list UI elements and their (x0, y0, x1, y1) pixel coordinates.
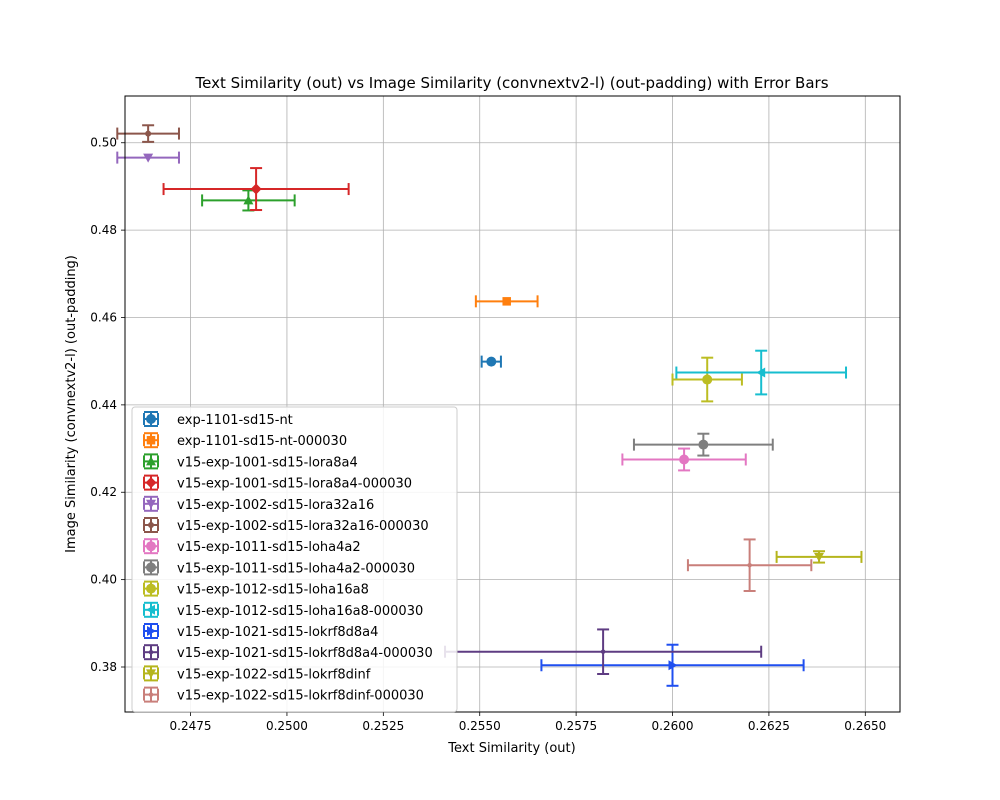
series-point-group (162, 167, 350, 212)
legend-marker (146, 435, 156, 445)
series-point-group (686, 538, 813, 592)
y-tick-label: 0.50 (90, 136, 117, 150)
data-point (756, 367, 766, 378)
legend-label: v15-exp-1002-sd15-lora32a16 (177, 498, 374, 513)
y-tick-label: 0.38 (90, 660, 117, 674)
legend-marker (148, 649, 154, 655)
data-point (747, 562, 752, 568)
legend-label: exp-1101-sd15-nt (177, 413, 293, 428)
legend-label: exp-1101-sd15-nt-000030 (177, 434, 347, 449)
x-tick-label: 0.2650 (844, 719, 886, 733)
legend-label: v15-exp-1022-sd15-lokrf8dinf-000030 (177, 689, 424, 704)
series-point-group (116, 151, 180, 164)
legend-marker (145, 477, 157, 489)
legend-marker (146, 583, 156, 594)
y-tick-label: 0.48 (90, 223, 117, 237)
series-point-group (480, 355, 502, 368)
legend-entry: v15-exp-1002-sd15-lora32a16-000030 (143, 517, 429, 534)
legend-entry: v15-exp-1001-sd15-lora8a4-000030 (143, 474, 412, 492)
legend-entry: exp-1101-sd15-nt-000030 (143, 432, 347, 449)
legend-entry: v15-exp-1001-sd15-lora8a4 (143, 453, 358, 470)
data-point (143, 153, 154, 163)
legend-marker (146, 499, 156, 509)
legend-label: v15-exp-1011-sd15-loha4a2-000030 (177, 561, 415, 576)
y-tick-label: 0.46 (90, 310, 117, 324)
legend-entry: v15-exp-1012-sd15-loha16a8-000030 (143, 601, 423, 619)
data-series (116, 124, 863, 687)
series-point-group (775, 550, 863, 564)
series-point-group (116, 124, 180, 143)
data-point (502, 297, 511, 306)
legend-entry: v15-exp-1021-sd15-lokrf8d8a4-000030 (143, 644, 433, 661)
legend-entry: exp-1101-sd15-nt (143, 411, 293, 428)
series-point-group (632, 432, 774, 457)
legend-label: v15-exp-1021-sd15-lokrf8d8a4-000030 (177, 646, 433, 661)
legend-marker (146, 414, 156, 424)
data-point (679, 454, 690, 465)
series-point-group (621, 447, 747, 472)
legend-label: v15-exp-1001-sd15-lora8a4 (177, 455, 358, 470)
data-point (145, 130, 152, 137)
legend-label: v15-exp-1002-sd15-lora32a16-000030 (177, 519, 429, 534)
series-point-group (540, 643, 805, 687)
y-tick-label: 0.42 (90, 485, 117, 499)
legend-marker (146, 669, 156, 679)
legend-marker (148, 692, 154, 697)
series-point-group (474, 295, 539, 308)
x-tick-label: 0.2575 (555, 719, 597, 733)
x-tick-label: 0.2500 (266, 719, 308, 733)
legend-entry: v15-exp-1002-sd15-lora32a16 (143, 495, 374, 513)
axis-ticks: 0.2475 0.2500 0.2525 0.2550 0.2575 0.2600 0.26… (90, 136, 886, 733)
data-point (702, 374, 713, 385)
legend-marker (147, 626, 156, 636)
y-tick-label: 0.40 (90, 573, 117, 587)
y-axis-label: Image Similarity (convnextv2-l) (out-pad… (64, 255, 79, 553)
legend-box (131, 406, 458, 713)
chart-title: Text Similarity (out) vs Image Similarit… (194, 74, 828, 92)
x-tick-label: 0.2475 (170, 719, 212, 733)
legend-label: v15-exp-1021-sd15-lokrf8d8a4 (177, 625, 378, 640)
legend-marker (148, 522, 154, 528)
legend-entry: v15-exp-1022-sd15-lokrf8dinf (143, 665, 371, 682)
legend-marker (146, 456, 156, 466)
plot-frame (124, 95, 901, 713)
legend-entry: v15-exp-1011-sd15-loha4a2-000030 (143, 559, 415, 576)
legend-label: v15-exp-1001-sd15-lora8a4-000030 (177, 477, 412, 492)
legend-entry: v15-exp-1012-sd15-loha16a8 (143, 580, 369, 598)
legend-label: v15-exp-1022-sd15-lokrf8dinf (177, 667, 371, 682)
x-tick-label: 0.2625 (748, 719, 790, 733)
legend-label: v15-exp-1012-sd15-loha16a8-000030 (177, 604, 423, 619)
series-point-group (444, 628, 763, 675)
x-tick-label: 0.2525 (362, 719, 404, 733)
data-point (486, 356, 497, 367)
legend-marker (146, 562, 156, 573)
legend-marker (146, 604, 155, 615)
x-axis-label: Text Similarity (out) (447, 741, 575, 756)
x-tick-label: 0.2550 (459, 719, 501, 733)
series-point-group (671, 356, 743, 403)
legend: exp-1101-sd15-nt exp-1101-sd15-nt-000030 v… (131, 406, 458, 713)
legend-label: v15-exp-1012-sd15-loha16a8 (177, 583, 369, 598)
data-point (814, 552, 825, 562)
x-tick-label: 0.2600 (652, 719, 694, 733)
data-point (668, 660, 678, 671)
legend-entry: v15-exp-1022-sd15-lokrf8dinf-000030 (143, 686, 424, 704)
data-point (250, 183, 262, 195)
legend-entry: v15-exp-1021-sd15-lokrf8d8a4 (143, 623, 378, 640)
data-point (600, 649, 606, 654)
legend-entry: v15-exp-1011-sd15-loha4a2 (143, 538, 361, 555)
series-point-group (675, 349, 848, 396)
series-point-group (201, 189, 296, 212)
y-tick-label: 0.44 (90, 398, 117, 412)
data-point (243, 195, 254, 205)
legend-label: v15-exp-1011-sd15-loha4a2 (177, 540, 361, 555)
legend-marker (146, 541, 156, 552)
data-point (698, 439, 709, 450)
